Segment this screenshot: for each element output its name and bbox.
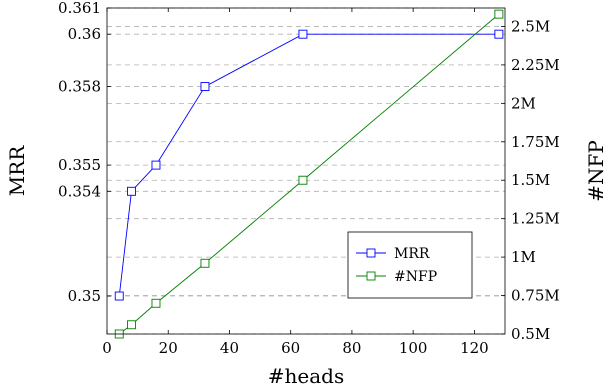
y-tick-label-right: 1.5M — [511, 171, 550, 189]
y-tick-label-right: 0.5M — [511, 325, 550, 343]
series-1-point — [298, 175, 308, 185]
x-axis-title: #heads — [268, 364, 344, 388]
x-tick-label: 40 — [220, 339, 239, 357]
legend-marker-1 — [366, 271, 376, 281]
series-0-point — [127, 186, 136, 196]
series-0-point — [298, 29, 308, 39]
x-tick-label: 120 — [460, 339, 489, 357]
series-0-point — [114, 291, 124, 301]
y-tick-label-right: 2.25M — [511, 56, 560, 74]
y-tick-label-right: 2M — [511, 94, 536, 112]
series-0-point — [494, 29, 504, 39]
series-1-point — [127, 320, 136, 330]
x-tick-label: 20 — [159, 339, 178, 357]
legend-marker-0 — [366, 248, 376, 258]
y-tick-label-left: 0.361 — [58, 0, 101, 17]
legend-label-0: MRR — [394, 246, 430, 262]
y-tick-label-left: 0.354 — [58, 182, 101, 200]
series-1-point — [200, 258, 210, 268]
x-tick-label: 100 — [399, 339, 428, 357]
y-tick-label-right: 0.75M — [511, 287, 560, 305]
y-tick-label-right: 1.25M — [511, 210, 560, 228]
y-tick-label-left: 0.36 — [68, 25, 101, 43]
y-tick-label-right: 2.5M — [511, 17, 550, 35]
axes: 0 20 40 60 80 100 120 0.35 0.354 0.355 0.358 0.36 0.… — [58, 0, 560, 357]
plot-frame — [106, 7, 506, 335]
series-0-point — [200, 82, 210, 92]
x-tick-label: 80 — [342, 339, 361, 357]
x-tick-label: 60 — [281, 339, 300, 357]
y-tick-label-left: 0.35 — [68, 287, 101, 305]
legend-items: MRR #NFP — [356, 246, 437, 285]
y-axis-title-right: #NFP — [584, 140, 608, 202]
y-tick-label-right: 1.75M — [511, 133, 560, 151]
legend-box — [347, 231, 473, 299]
y-tick-label-left: 0.355 — [58, 156, 101, 174]
series-line-0 — [118, 33, 499, 297]
y-axis-title-left: MRR — [5, 145, 29, 197]
series-0-point — [151, 160, 161, 170]
y-tick-label-right: 1M — [511, 248, 536, 266]
y-tick-label-left: 0.358 — [58, 78, 101, 96]
legend-label-1: #NFP — [394, 269, 437, 285]
series-1-point — [151, 298, 161, 308]
legend: MRR #NFP — [347, 231, 473, 299]
series-1-point — [494, 9, 504, 19]
x-tick-label: 0 — [102, 339, 112, 357]
